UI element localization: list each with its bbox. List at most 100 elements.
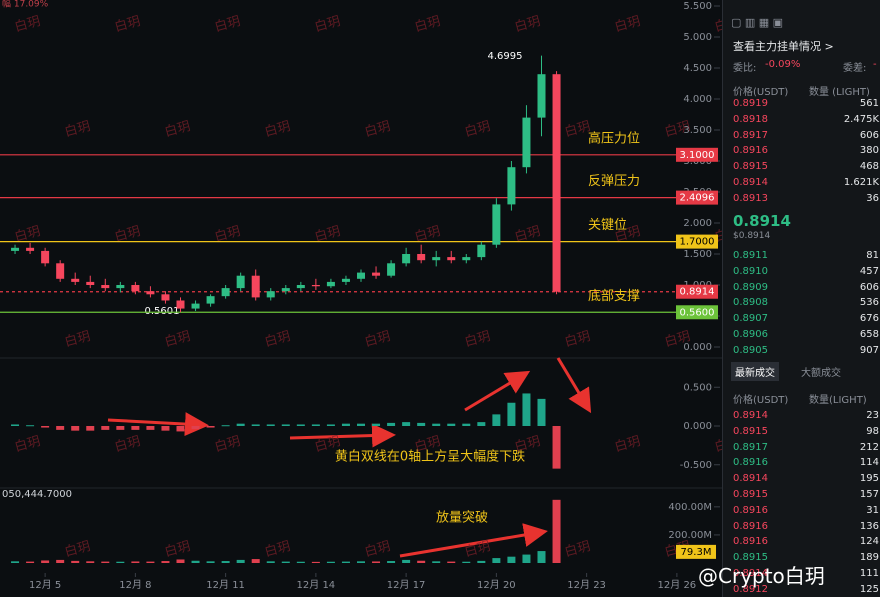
bar	[417, 560, 426, 563]
bar	[462, 561, 471, 563]
price: 0.8905	[733, 344, 768, 356]
level-note: 反弹压力	[588, 174, 640, 189]
bar	[281, 424, 290, 426]
icons[interactable]: ▢ ▥ ▦ ▣	[731, 16, 784, 29]
bar	[296, 561, 305, 563]
candle-body	[206, 296, 215, 304]
bar	[326, 424, 335, 426]
watermark: 白玥	[663, 328, 692, 350]
price: 0.8917	[733, 441, 768, 453]
bar	[251, 424, 260, 426]
bar	[507, 556, 516, 563]
watermark: 白玥	[313, 223, 342, 245]
bar	[161, 426, 170, 431]
y-tick-label: 4.000	[683, 94, 712, 105]
bar	[507, 402, 516, 426]
credit: @Crypto白玥	[698, 564, 825, 588]
candle-body	[462, 257, 471, 261]
bar	[236, 423, 245, 426]
volume-note: 放量突破	[436, 510, 488, 526]
bar	[311, 424, 320, 426]
quantity: 457	[859, 265, 879, 277]
link[interactable]: 查看主力挂单情况 >	[733, 40, 834, 53]
quantity: 212	[859, 441, 879, 453]
candle-body	[552, 74, 561, 292]
watermark: 白玥	[163, 538, 192, 560]
watermark: 白玥	[13, 433, 42, 455]
watermark: 白玥	[713, 433, 722, 455]
arrow	[399, 523, 548, 558]
arrows	[107, 357, 592, 558]
x-tick-label: 12月 14	[297, 579, 336, 591]
y-tick-label: 0.000	[683, 342, 712, 353]
candle-body	[477, 244, 486, 258]
watermark: 白玥	[313, 433, 342, 455]
bar	[101, 561, 110, 563]
price: 0.8909	[733, 281, 768, 293]
bar	[41, 426, 50, 428]
tab[interactable]: 大额成交	[801, 368, 841, 379]
volume-marker-label: 79.3M	[681, 547, 712, 558]
level-box	[676, 147, 718, 162]
candle-body	[101, 285, 110, 289]
quantity: 98	[866, 425, 879, 437]
price: 0.8919	[733, 98, 768, 109]
bar	[537, 398, 546, 426]
watermark: 白玥	[213, 433, 242, 455]
price: 0.8914	[733, 177, 768, 188]
price: 0.8914	[733, 410, 768, 421]
x-tick-label: 12月 17	[387, 579, 426, 591]
watermark: 白玥	[113, 223, 142, 245]
watermark: 白玥	[663, 118, 692, 140]
candle-body	[146, 291, 155, 295]
watermark: 白玥	[163, 118, 192, 140]
header-stat: 幅 17.09%	[2, 0, 49, 10]
tab[interactable]: 最新成交	[731, 362, 779, 381]
bar	[477, 422, 486, 426]
bar	[492, 414, 501, 426]
col-header: 数量 (LIGHT)	[809, 87, 870, 98]
candle-body	[26, 247, 35, 251]
price: 0.8915	[733, 489, 768, 500]
x-tick-label: 12月 8	[119, 579, 151, 591]
candle-body	[251, 275, 260, 298]
watermark: 白玥	[13, 223, 42, 245]
bar	[266, 561, 275, 563]
watermark: 白玥	[563, 328, 592, 350]
price: 0.8914	[733, 568, 768, 579]
diff: -	[873, 59, 877, 70]
watermark: 白玥	[113, 13, 142, 35]
quantity: 136	[859, 520, 879, 532]
bar	[311, 561, 320, 563]
bar	[176, 426, 185, 432]
watermark: 白玥	[413, 223, 442, 245]
candle-body	[537, 74, 546, 118]
bar	[11, 424, 20, 426]
candle-body	[417, 254, 426, 261]
candle-body	[176, 300, 185, 309]
watermark: 白玥	[163, 328, 192, 350]
bar	[131, 561, 140, 563]
price: 0.8906	[733, 329, 768, 340]
chart: 幅 17.09% 050,444.7000 4.6995 0.5601 黄白双线…	[0, 0, 722, 591]
price: 0.8913	[733, 192, 768, 204]
watermark: 白玥	[713, 13, 722, 35]
watermark: 白玥	[263, 118, 292, 140]
bar	[191, 560, 200, 563]
bar	[176, 559, 185, 563]
watermark: 白玥	[263, 328, 292, 350]
bar	[357, 423, 365, 426]
watermark: 白玥	[463, 118, 492, 140]
watermark: 白玥	[413, 13, 442, 35]
bar	[56, 426, 65, 430]
candle-body	[86, 281, 95, 285]
candle-body	[236, 275, 245, 289]
quantity: 380	[859, 145, 879, 157]
candle-body	[402, 254, 411, 264]
label: 委差:	[843, 63, 867, 74]
bar	[522, 554, 531, 563]
watermark: 白玥	[213, 223, 242, 245]
watermark: 白玥	[363, 538, 392, 560]
bar	[372, 423, 381, 426]
